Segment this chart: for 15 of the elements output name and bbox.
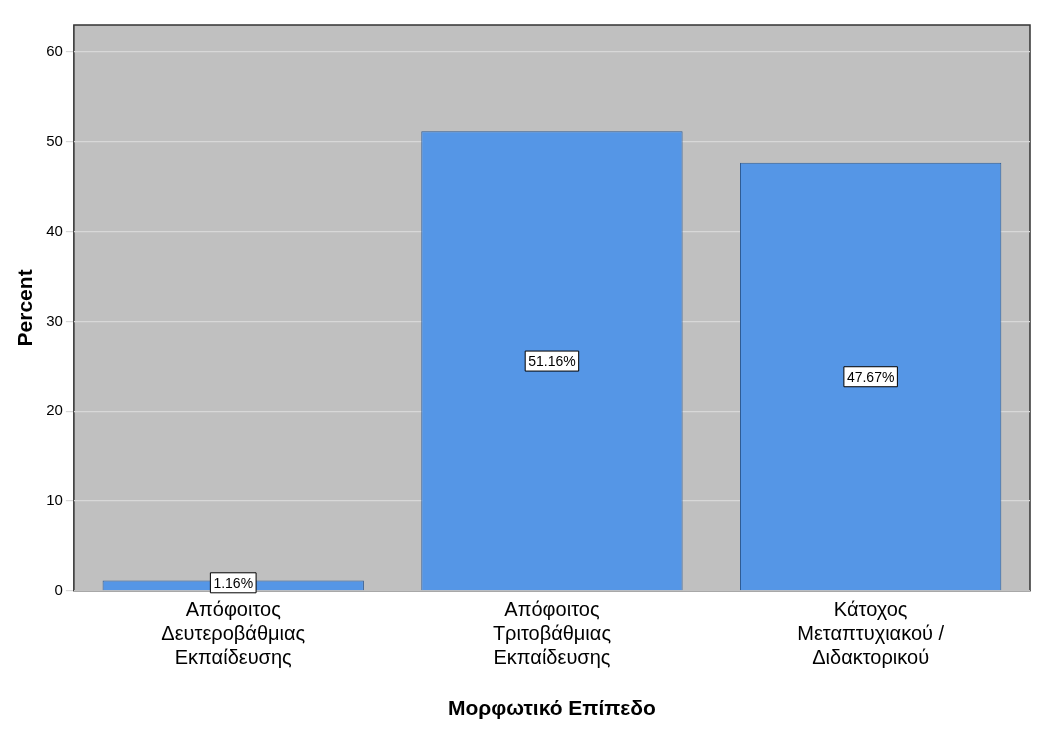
y-tick-label: 0 — [54, 580, 63, 598]
data-label: 51.16% — [528, 352, 576, 369]
y-tick-label: 40 — [46, 221, 63, 239]
x-axis-title: Μορφωτικό Επίπεδο — [447, 696, 656, 720]
data-label: 1.16% — [213, 574, 254, 591]
data-label: 47.67% — [846, 368, 895, 385]
x-tick-label: Απόφοιτος Τριτοβάθμιας Εκπαίδευσης — [492, 598, 612, 669]
y-tick-label: 50 — [46, 131, 63, 149]
y-tick-label: 30 — [46, 311, 63, 329]
x-tick-label: Κάτοχος Μεταπτυχιακού / Διδακτορικού — [797, 598, 945, 669]
y-axis-title: Percent — [13, 269, 37, 347]
x-tick-label: Απόφοιτος Δευτεροβάθμιας Εκπαίδευσης — [161, 598, 306, 669]
y-tick-label: 10 — [46, 491, 63, 509]
y-tick-label: 20 — [46, 401, 63, 419]
y-tick-label: 60 — [46, 42, 63, 60]
